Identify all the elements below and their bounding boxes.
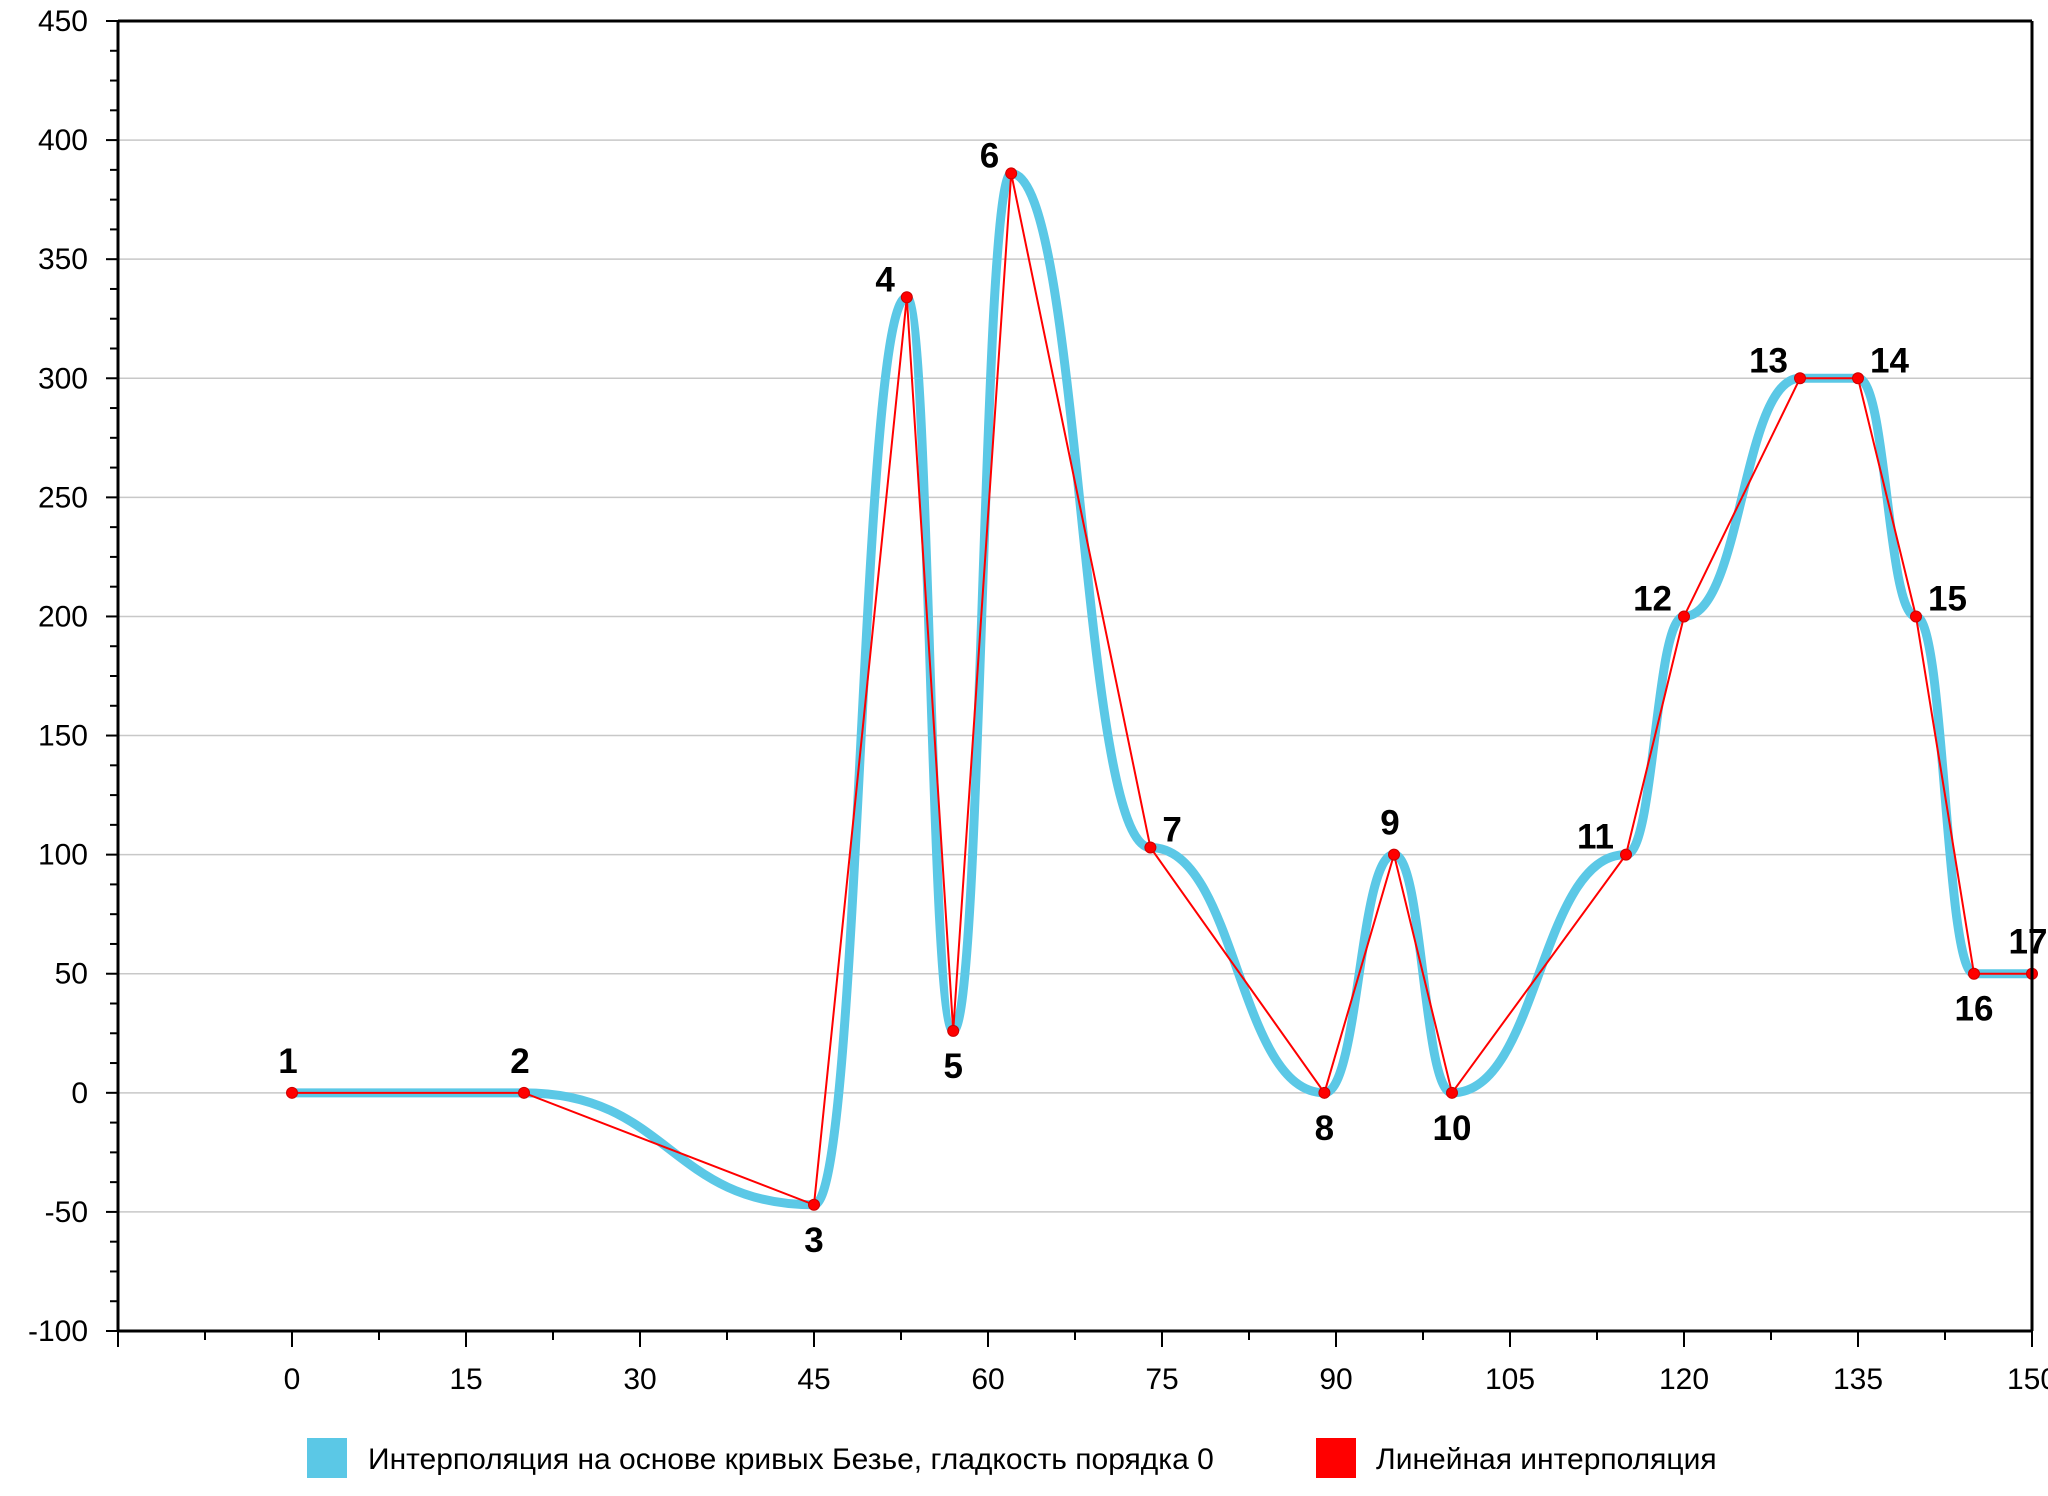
x-tick-label: 150 [2007,1363,2048,1396]
point-label: 9 [1380,804,1399,843]
data-point [1005,167,1018,180]
y-tick-label: -100 [28,1315,88,1348]
legend-swatch [1316,1438,1356,1478]
data-point [1794,372,1806,385]
point-label: 4 [875,260,895,299]
x-tick-label: 90 [1319,1363,1352,1396]
x-tick-label: 60 [971,1363,1004,1396]
y-tick-label: 0 [71,1077,88,1110]
point-label: 3 [804,1221,823,1260]
x-tick-label: 0 [284,1363,301,1396]
legend: Интерполяция на основе кривых Безье, гла… [307,1438,1717,1478]
data-point [1678,610,1690,623]
x-tick-label: 135 [1833,1363,1883,1396]
x-tick-label: 105 [1485,1363,1535,1396]
legend-label: Линейная интерполяция [1376,1443,1717,1476]
y-tick-label: 450 [38,5,88,38]
x-tick-label: 15 [449,1363,482,1396]
y-tick-label: 350 [38,243,88,276]
x-tick-label: 75 [1145,1363,1178,1396]
data-point [1968,967,1980,980]
bezier-series [287,168,2037,1210]
axes [116,19,2034,1333]
data-point [900,291,913,304]
point-label: 14 [1870,341,1909,380]
data-point [286,1086,298,1099]
point-label: 12 [1633,579,1672,618]
point-label: 6 [980,136,999,175]
point-label: 5 [943,1047,962,1086]
data-point [518,1086,530,1099]
data-point [1144,841,1157,854]
y-tick-label: 200 [38,600,88,633]
y-tick-label: -50 [45,1196,88,1229]
x-tick-label: 45 [797,1363,830,1396]
data-point [1446,1086,1458,1099]
y-tick-label: 300 [38,362,88,395]
point-label: 15 [1928,579,1967,618]
point-label: 7 [1162,810,1181,849]
linear-series [292,173,2032,1207]
point-label: 13 [1749,341,1788,380]
y-tick-label: 400 [38,124,88,157]
y-tick-label: 250 [38,481,88,514]
grid [118,139,2032,1213]
point-label: 10 [1433,1109,1472,1148]
data-points [286,167,2038,1211]
y-axis: -100 -50 0 50 100 150 200 250 300 350 400 450 [28,5,118,1348]
point-label: 2 [510,1042,529,1081]
y-tick-label: 150 [38,720,88,753]
y-tick-label: 50 [55,958,88,991]
data-point [1852,372,1864,385]
data-point [808,1198,820,1211]
x-tick-label: 30 [623,1363,656,1396]
point-label: 11 [1577,818,1614,857]
point-label: 17 [2009,923,2048,962]
data-point [1620,848,1632,861]
bezier-curve [287,168,2037,1210]
legend-label: Интерполяция на основе кривых Безье, гла… [368,1443,1214,1476]
y-tick-label: 100 [38,839,88,872]
x-tick-label: 120 [1659,1363,1709,1396]
data-point [1318,1086,1331,1099]
data-point [1388,848,1400,861]
legend-swatch [307,1438,347,1478]
linear-line [292,173,2032,1207]
point-label: 1 [278,1042,297,1081]
data-point [947,1024,960,1037]
data-point [1910,610,1922,623]
point-label: 16 [1955,990,1994,1029]
point-label: 8 [1315,1109,1334,1148]
x-axis: 0 15 30 45 60 75 90 105 120 135 150 [117,1331,2048,1396]
